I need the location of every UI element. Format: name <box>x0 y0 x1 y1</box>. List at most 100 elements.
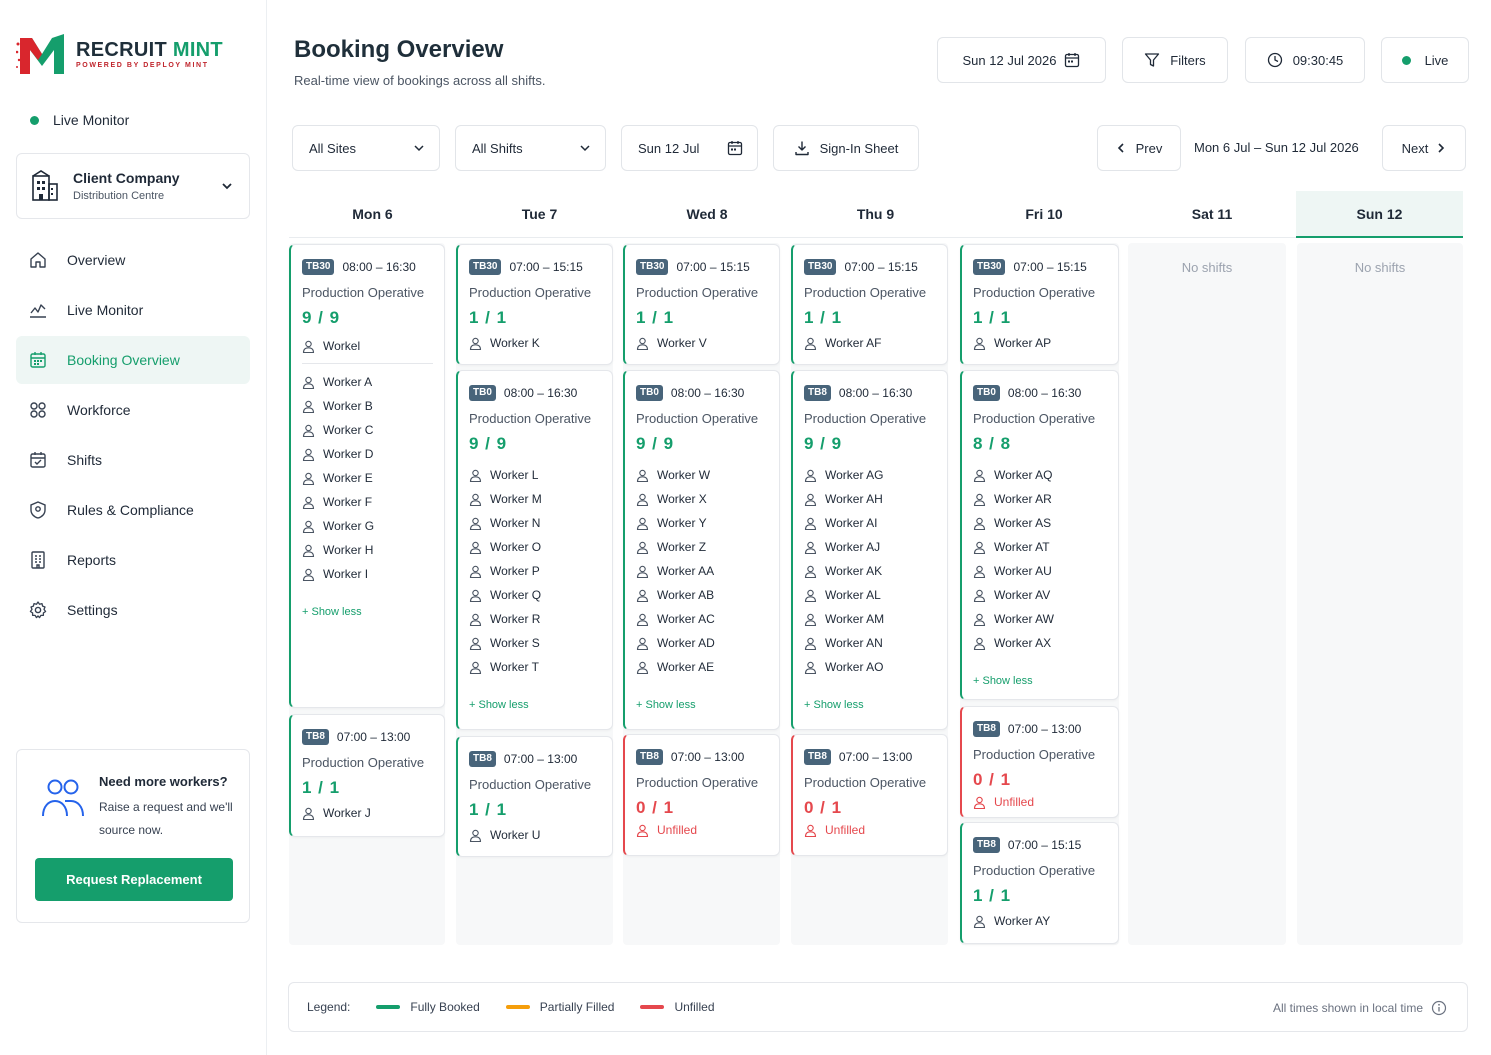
worker-item[interactable]: Worker AA <box>636 564 714 578</box>
worker-item[interactable]: Worker AH <box>804 492 883 506</box>
worker-item[interactable]: Worker C <box>302 423 373 437</box>
shift-card[interactable]: TB8 07:00 – 13:00 Production Operative 0… <box>791 734 948 856</box>
worker-item[interactable]: Worker AW <box>973 612 1054 626</box>
worker-item[interactable]: Worker AP <box>973 336 1051 350</box>
sidebar-item-overview[interactable]: Overview <box>16 236 250 284</box>
worker-item[interactable]: Worker M <box>469 492 542 506</box>
sidebar-item-live-monitor[interactable]: Live Monitor <box>16 286 250 334</box>
worker-item[interactable]: Worker T <box>469 660 539 674</box>
shift-card[interactable]: TB8 07:00 – 13:00 Production Operative 0… <box>960 706 1119 818</box>
sidebar-item-booking-overview[interactable]: Booking Overview <box>16 336 250 384</box>
worker-item[interactable]: Worker AF <box>804 336 881 350</box>
shift-card[interactable]: TB8 07:00 – 15:15 Production Operative 1… <box>960 822 1119 944</box>
shift-card[interactable]: TB0 08:00 – 16:30 Production Operative 9… <box>456 370 613 730</box>
worker-item[interactable]: Worker AN <box>804 636 883 650</box>
show-less-link[interactable]: + Show less <box>636 699 696 711</box>
shift-card[interactable]: TB0 08:00 – 16:30 Production Operative 9… <box>623 370 780 730</box>
worker-item[interactable]: Worker H <box>302 543 373 557</box>
shifts-select[interactable]: All Shifts <box>455 125 606 171</box>
week-date-picker[interactable]: Sun 12 Jul <box>621 125 758 171</box>
worker-item[interactable]: Worker J <box>302 806 371 820</box>
worker-item[interactable]: Worker O <box>469 540 541 554</box>
prev-week-button[interactable]: Prev <box>1097 125 1181 171</box>
worker-item[interactable]: Worker AT <box>973 540 1050 554</box>
worker-item[interactable]: Worker S <box>469 636 540 650</box>
worker-item[interactable]: Worker AJ <box>804 540 880 554</box>
sidebar-item-rules-compliance[interactable]: Rules & Compliance <box>16 486 250 534</box>
worker-item[interactable]: Worker A <box>302 375 372 389</box>
worker-item[interactable]: Worker AM <box>804 612 884 626</box>
sidebar-item-shifts[interactable]: Shifts <box>16 436 250 484</box>
worker-item[interactable]: Worker E <box>302 471 373 485</box>
show-less-link[interactable]: + Show less <box>973 675 1033 687</box>
worker-item[interactable]: Worker Q <box>469 588 541 602</box>
day-header[interactable]: Fri 10 <box>960 191 1128 238</box>
worker-item[interactable]: Worker P <box>469 564 540 578</box>
worker-item[interactable]: Worker K <box>469 336 540 350</box>
worker-item[interactable]: Worker AI <box>804 516 877 530</box>
sites-select[interactable]: All Sites <box>292 125 440 171</box>
worker-item[interactable]: Worker G <box>302 519 374 533</box>
worker-item[interactable]: Workel <box>302 339 360 353</box>
worker-item[interactable]: Worker F <box>302 495 372 509</box>
worker-item[interactable]: Worker AG <box>804 468 883 482</box>
sidebar-item-settings[interactable]: Settings <box>16 586 250 634</box>
shift-card[interactable]: TB30 07:00 – 15:15 Production Operative … <box>791 244 948 365</box>
day-header[interactable]: Mon 6 <box>289 191 456 238</box>
shift-card[interactable]: TB8 07:00 – 13:00 Production Operative 1… <box>456 736 613 857</box>
show-less-link[interactable]: + Show less <box>302 606 362 618</box>
worker-item[interactable]: Worker V <box>636 336 707 350</box>
show-less-link[interactable]: + Show less <box>804 699 864 711</box>
brand-logo[interactable]: RECRUIT MINT POWERED BY DEPLOY MINT <box>16 32 223 76</box>
worker-item[interactable]: Worker N <box>469 516 540 530</box>
worker-item[interactable]: Worker U <box>469 828 540 842</box>
worker-item[interactable]: Worker I <box>302 567 368 581</box>
worker-item[interactable]: Worker AX <box>973 636 1051 650</box>
day-header[interactable]: Thu 9 <box>791 191 960 238</box>
worker-item[interactable]: Worker D <box>302 447 373 461</box>
day-header[interactable]: Sun 12 <box>1296 191 1463 238</box>
shift-card[interactable]: TB30 07:00 – 15:15 Production Operative … <box>623 244 780 365</box>
worker-item[interactable]: Worker X <box>636 492 707 506</box>
worker-item[interactable]: Worker AY <box>973 914 1050 928</box>
worker-item[interactable]: Worker AL <box>804 588 881 602</box>
shift-card[interactable]: TB8 08:00 – 16:30 Production Operative 9… <box>791 370 948 730</box>
filters-button[interactable]: Filters <box>1122 37 1228 83</box>
shift-card[interactable]: TB8 07:00 – 13:00 Production Operative 0… <box>623 734 780 856</box>
worker-item[interactable]: Worker AB <box>636 588 714 602</box>
worker-item[interactable]: Worker W <box>636 468 710 482</box>
worker-item[interactable]: Worker AR <box>973 492 1052 506</box>
worker-item[interactable]: Worker AK <box>804 564 882 578</box>
live-monitor-status[interactable]: Live Monitor <box>30 112 129 128</box>
worker-item[interactable]: Worker AQ <box>973 468 1052 482</box>
worker-item[interactable]: Worker B <box>302 399 373 413</box>
request-replacement-button[interactable]: Request Replacement <box>35 858 233 901</box>
worker-item[interactable]: Worker AO <box>804 660 883 674</box>
shift-card[interactable]: TB30 07:00 – 15:15 Production Operative … <box>456 244 613 365</box>
worker-item[interactable]: Worker R <box>469 612 540 626</box>
header-date-picker[interactable]: Sun 12 Jul 2026 <box>937 37 1106 83</box>
worker-item[interactable]: Worker AU <box>973 564 1052 578</box>
worker-item[interactable]: Worker AD <box>636 636 715 650</box>
shift-card[interactable]: TB8 07:00 – 13:00 Production Operative 1… <box>289 714 445 837</box>
shift-card[interactable]: TB30 08:00 – 16:30 Production Operative … <box>289 244 445 708</box>
info-icon[interactable] <box>1431 1000 1447 1016</box>
worker-item[interactable]: Worker Z <box>636 540 706 554</box>
live-toggle[interactable]: Live <box>1381 37 1469 83</box>
day-header[interactable]: Sat 11 <box>1128 191 1296 238</box>
day-header[interactable]: Tue 7 <box>456 191 623 238</box>
worker-item[interactable]: Worker AC <box>636 612 715 626</box>
shift-card[interactable]: TB0 08:00 – 16:30 Production Operative 8… <box>960 370 1119 700</box>
client-selector[interactable]: Client Company Distribution Centre <box>16 153 250 219</box>
worker-item[interactable]: Worker AE <box>636 660 714 674</box>
sidebar-item-reports[interactable]: Reports <box>16 536 250 584</box>
worker-item[interactable]: Worker Y <box>636 516 707 530</box>
day-header[interactable]: Wed 8 <box>623 191 791 238</box>
worker-item[interactable]: Worker AS <box>973 516 1051 530</box>
worker-item[interactable]: Worker AV <box>973 588 1050 602</box>
next-week-button[interactable]: Next <box>1382 125 1466 171</box>
show-less-link[interactable]: + Show less <box>469 699 529 711</box>
sign-in-sheet-button[interactable]: Sign-In Sheet <box>773 125 919 171</box>
sidebar-item-workforce[interactable]: Workforce <box>16 386 250 434</box>
worker-item[interactable]: Worker L <box>469 468 538 482</box>
